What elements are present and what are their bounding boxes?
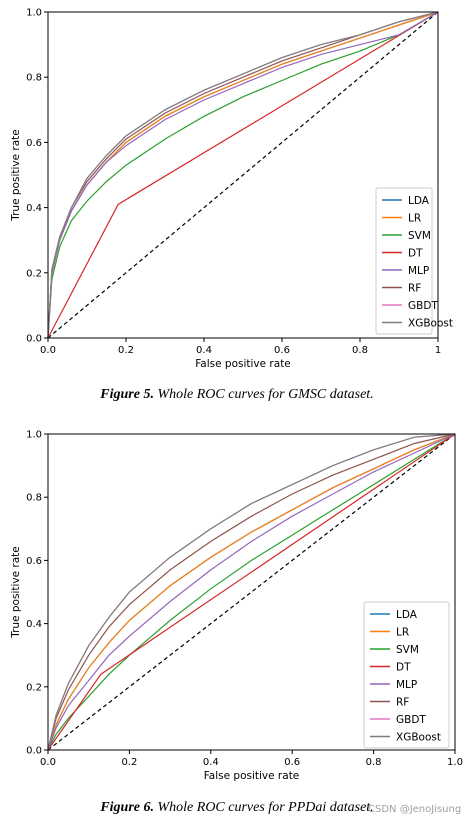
y-tick-label: 0.0 (26, 746, 42, 757)
legend-box (375, 187, 433, 335)
series-line-rf (47, 433, 456, 751)
legend-label-xgboost: XGBoost (396, 732, 441, 744)
x-tick-label: 0.4 (196, 345, 212, 356)
y-tick-label: 0.8 (26, 493, 42, 504)
figure-5-caption: Figure 5. Whole ROC curves for GMSC data… (0, 387, 474, 403)
figure-5-caption-label: Figure 5. (100, 387, 154, 402)
roc-chart-ppdai: 0.0 0.2 0.4 0.6 0.8 1.0 0.0 0.2 0.4 0.6 0.8 1.0 Fals… (10, 430, 463, 783)
chance-diagonal (47, 11, 439, 339)
legend-label-rf: RF (408, 283, 421, 295)
legend-label-gbdt: GBDT (396, 714, 426, 726)
roc-chart-gmsc: 0.0 0.2 0.4 0.6 0.8 1 0.0 0.2 0.4 0.6 0.8 1.0 False … (10, 8, 453, 371)
series-line-lr (47, 433, 456, 751)
y-tick-label: 0.6 (26, 138, 42, 149)
series-line-mlp (47, 433, 456, 751)
x-tick-label: 0.0 (40, 757, 56, 768)
y-tick-label: 0.0 (26, 334, 42, 345)
legend-label-mlp: MLP (408, 265, 429, 277)
legend-label-lda: LDA (408, 195, 430, 207)
y-tick-label: 1.0 (26, 8, 42, 19)
legend-label-lda: LDA (396, 609, 418, 621)
plot-frame (47, 11, 439, 339)
legend-label-svm: SVM (396, 644, 419, 656)
legend-label-dt: DT (408, 248, 423, 260)
legend-label-xgboost: XGBoost (408, 318, 453, 330)
legend-label-gbdt: GBDT (408, 300, 438, 312)
y-tick-label: 0.2 (26, 268, 42, 279)
y-tick-label: 0.8 (26, 73, 42, 84)
y-tick-label: 0.2 (26, 682, 42, 693)
y-axis-label: True positive rate (10, 546, 22, 639)
legend: LDA LR SVM DT MLP RF GBDT XGBoost (375, 187, 453, 335)
y-axis-label: True positive rate (10, 129, 22, 222)
series-line-mlp (47, 11, 439, 339)
y-tick-label: 0.4 (26, 203, 42, 214)
x-tick-label: 0.2 (121, 757, 137, 768)
series-line-xgboost (47, 433, 456, 751)
y-tick-label: 0.6 (26, 556, 42, 567)
series-line-dt (47, 433, 456, 751)
legend-label-lr: LR (396, 627, 409, 639)
legend-label-rf: RF (396, 697, 409, 709)
x-tick-label: 1 (435, 345, 441, 356)
x-tick-label: 0.8 (366, 757, 382, 768)
y-tick-label: 1.0 (26, 430, 42, 441)
x-tick-label: 0.2 (118, 345, 134, 356)
legend-label-svm: SVM (408, 230, 431, 242)
figure-5-caption-text: Whole ROC curves for GMSC dataset. (153, 387, 374, 402)
legend-label-dt: DT (396, 662, 411, 674)
watermark: CSDN @JenoJisung (368, 804, 462, 815)
x-tick-label: 0.6 (274, 345, 290, 356)
figure-6-caption: Figure 6. Whole ROC curves for PPDai dat… (0, 800, 474, 816)
x-tick-label: 0.6 (284, 757, 300, 768)
x-axis-label: False positive rate (204, 770, 300, 782)
x-axis-label: False positive rate (195, 358, 291, 370)
series-line-xgboost (47, 11, 439, 339)
figure-6-caption-text: Whole ROC curves for PPDai dataset. (154, 800, 374, 815)
legend: LDA LR SVM DT MLP RF GBDT XGBoost (363, 601, 450, 749)
x-tick-label: 0.8 (352, 345, 368, 356)
x-tick-label: 1.0 (447, 757, 463, 768)
figure-6-caption-label: Figure 6. (100, 800, 154, 815)
x-tick-label: 0.4 (203, 757, 219, 768)
x-tick-label: 0.0 (40, 345, 56, 356)
series-line-svm (47, 433, 456, 751)
y-tick-label: 0.4 (26, 619, 42, 630)
plot-frame (47, 433, 456, 751)
series-line-dt (47, 11, 439, 339)
legend-label-lr: LR (408, 213, 421, 225)
chance-diagonal (47, 433, 456, 751)
series-line-svm (47, 11, 439, 339)
legend-label-mlp: MLP (396, 679, 417, 691)
legend-box (363, 601, 450, 749)
